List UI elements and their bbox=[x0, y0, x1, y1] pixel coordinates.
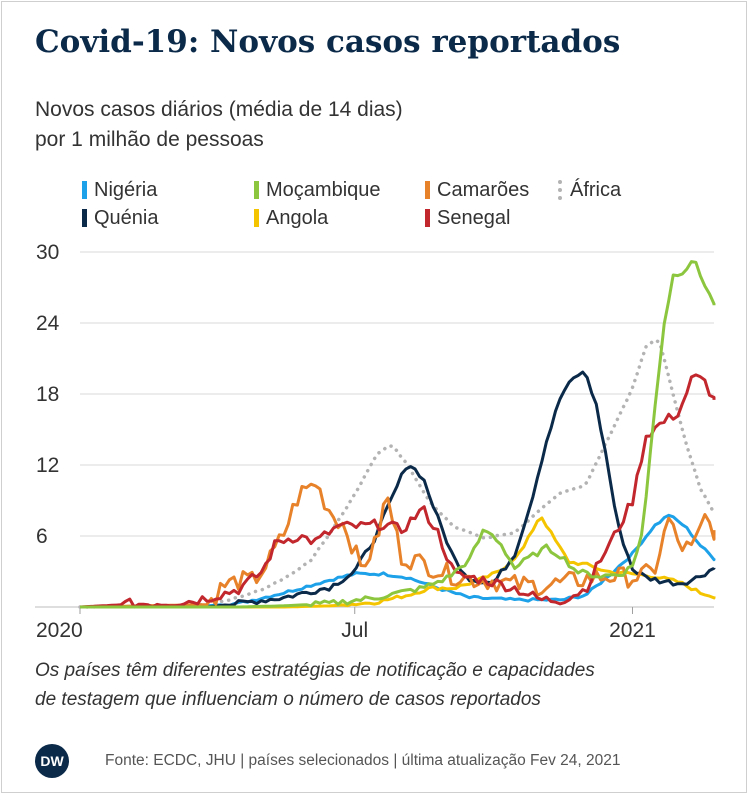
legend-swatch-africa bbox=[558, 180, 563, 200]
legend-label-camaroes: Camarões bbox=[437, 178, 530, 201]
y-tick-label-18: 18 bbox=[36, 383, 59, 406]
legend-label-nigeria: Nigéria bbox=[94, 178, 158, 201]
series-line-mocambique bbox=[80, 260, 716, 609]
line-chart: 6 12 18 24 30 2020 Jul 2021 bbox=[35, 241, 716, 642]
legend-label-africa: África bbox=[570, 178, 622, 201]
y-tick-label-24: 24 bbox=[36, 312, 60, 335]
legend-item-senegal: Senegal bbox=[425, 204, 510, 232]
legend-swatch-angola bbox=[254, 209, 259, 227]
series-lines bbox=[78, 260, 716, 609]
dw-logo-text: DW bbox=[40, 753, 64, 769]
legend-item-nigeria: Nigéria bbox=[82, 176, 157, 204]
axis-labels: 6 12 18 24 30 2020 Jul 2021 bbox=[36, 241, 656, 642]
x-tick-label-Jul: Jul bbox=[341, 619, 368, 642]
legend-swatch-mocambique bbox=[254, 181, 259, 199]
source-text: Fonte: ECDC, JHU | países selecionados |… bbox=[105, 752, 621, 769]
dw-logo: DW bbox=[35, 744, 69, 778]
legend-label-quenia: Quénia bbox=[94, 206, 159, 229]
legend-item-angola: Angola bbox=[254, 204, 328, 232]
legend-item-africa: África bbox=[558, 176, 621, 204]
legend: Nigéria Moçambique Camarões África Quéni… bbox=[82, 176, 702, 236]
legend-swatch-quenia bbox=[82, 209, 87, 227]
x-tick-label-2020: 2020 bbox=[36, 619, 83, 642]
legend-swatch-senegal bbox=[425, 209, 430, 227]
legend-label-mocambique: Moçambique bbox=[266, 178, 381, 201]
y-tick-label-12: 12 bbox=[36, 454, 59, 477]
legend-item-camaroes: Camarões bbox=[425, 176, 529, 204]
footer: DW Fonte: ECDC, JHU | países selecionado… bbox=[35, 744, 715, 778]
y-tick-label-6: 6 bbox=[36, 525, 48, 548]
footnote-line-1: Os países têm diferentes estratégias de … bbox=[35, 660, 595, 681]
legend-label-senegal: Senegal bbox=[437, 206, 511, 229]
footnote-line-2: de testagem que influenciam o número de … bbox=[35, 689, 541, 710]
subtitle-line-1: Novos casos diários (média de 14 dias) bbox=[35, 98, 403, 121]
subtitle-line-2: por 1 milhão de pessoas bbox=[35, 128, 264, 151]
legend-item-quenia: Quénia bbox=[82, 204, 159, 232]
chart-title: Covid-19: Novos casos reportados bbox=[35, 24, 621, 60]
y-tick-label-30: 30 bbox=[36, 241, 59, 264]
series-line-senegal bbox=[79, 373, 716, 609]
legend-label-angola: Angola bbox=[266, 206, 329, 229]
legend-swatch-nigeria bbox=[82, 181, 87, 199]
chart-subtitle: Novos casos diários (média de 14 dias) p… bbox=[35, 95, 635, 155]
x-tick-label-2021: 2021 bbox=[609, 619, 656, 642]
series-line-camaroes bbox=[79, 482, 716, 609]
footnote: Os países têm diferentes estratégias de … bbox=[35, 656, 725, 714]
legend-swatch-camaroes bbox=[425, 181, 430, 199]
legend-item-mocambique: Moçambique bbox=[254, 176, 381, 204]
